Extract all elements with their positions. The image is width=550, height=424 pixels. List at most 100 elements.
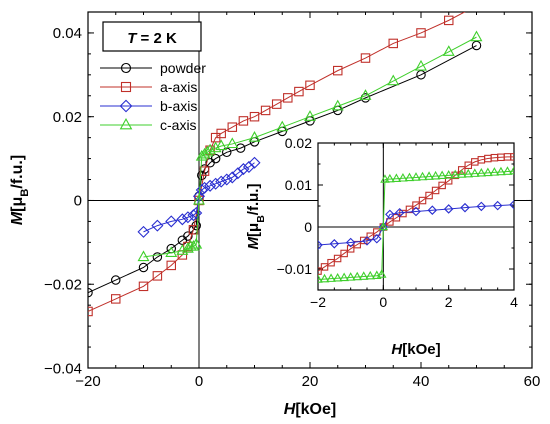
main-point-c-axis (193, 193, 205, 205)
main-point-a-axis (111, 294, 121, 304)
main-point-a-axis (416, 28, 426, 38)
main-point-b-axis (220, 173, 233, 186)
legend-label: a-axis (160, 79, 197, 95)
main-y-tick-label: 0.04 (53, 25, 82, 42)
main-point-a-axis (388, 38, 398, 49)
main-point-b-axis (248, 156, 261, 169)
main-point-c-axis (204, 143, 217, 155)
main-point-c-axis (248, 131, 261, 142)
main-point-a-axis (332, 65, 343, 76)
main-x-tick-label: 40 (413, 373, 430, 390)
main-point-a-axis (472, 2, 480, 10)
inset-point-b-axis (362, 236, 372, 246)
inset-point-c-axis (463, 168, 474, 178)
inset-x-tick-label: 4 (510, 294, 518, 310)
legend-marker-b-axis (119, 99, 133, 113)
main-plot-area (88, 2, 483, 317)
main-point-c-axis (470, 30, 483, 42)
main-frame (87, 11, 533, 369)
legend-label: c-axis (160, 117, 197, 133)
legend-item-powder: powder (100, 60, 206, 76)
inset-point-c-axis (476, 167, 487, 177)
inset-point-c-axis (391, 173, 402, 182)
inset-point-a-axis (318, 267, 322, 275)
inset-point-c-axis (380, 174, 390, 183)
inset-point-a-axis (405, 205, 414, 214)
inset-point-a-axis (438, 181, 446, 190)
inset-point-c-axis (332, 272, 343, 282)
main-point-c-axis (201, 145, 214, 157)
inset-point-c-axis (345, 272, 356, 281)
inset-y-tick-label: −0.01 (277, 261, 313, 277)
inset-point-a-axis (327, 258, 335, 267)
main-point-a-axis (260, 105, 271, 116)
inset-point-b-axis (427, 205, 438, 215)
main-point-powder (235, 143, 246, 153)
inset-point-c-axis (352, 271, 362, 281)
inset-point-a-axis (320, 263, 329, 271)
inset-point-b-axis (476, 201, 487, 212)
main-point-b-axis (151, 219, 164, 232)
inset-point-b-axis (385, 209, 395, 220)
main-point-c-axis (137, 250, 150, 262)
main-point-c-axis (304, 110, 316, 121)
main-point-a-axis (443, 15, 454, 26)
inset-y-tick-label: 0.01 (285, 177, 312, 193)
main-x-tick-label: 0 (195, 373, 203, 390)
inset-point-a-axis (457, 166, 466, 174)
inset-point-c-axis (496, 166, 506, 176)
legend-marker-c-axis (119, 118, 133, 130)
inset-point-c-axis (437, 170, 447, 180)
inset-point-b-axis (411, 206, 421, 217)
inset-point-a-axis (431, 186, 440, 195)
main-point-b-axis (195, 183, 208, 197)
inset-point-c-axis (489, 167, 500, 176)
inset-point-c-axis (358, 271, 369, 280)
inset-point-a-axis (412, 201, 420, 209)
main-point-b-axis (215, 175, 228, 188)
legend-marker-a-axis (120, 81, 132, 93)
inset-point-c-axis (411, 172, 421, 181)
inset-point-c-axis (319, 273, 330, 283)
main-point-powder (416, 70, 426, 80)
inset-point-c-axis (417, 171, 428, 181)
inset-point-b-axis (492, 200, 503, 211)
inset-point-a-axis (510, 153, 514, 161)
main-point-a-axis (283, 93, 293, 103)
main-point-powder (111, 275, 121, 285)
main-y-tick-label: 0.02 (53, 109, 82, 126)
inset-plot-area (318, 153, 514, 283)
inset-point-a-axis (425, 191, 433, 200)
main-point-b-axis (137, 225, 150, 238)
main-x-tick-label: 20 (302, 373, 319, 390)
temperature-label: T = 2 K (127, 30, 177, 47)
main-point-a-axis (249, 111, 260, 122)
main-point-b-axis (181, 211, 194, 224)
inset-point-c-axis (456, 169, 467, 178)
main-point-a-axis (271, 99, 282, 109)
main-point-c-axis (415, 59, 427, 71)
main-y-tick-label: 0 (74, 193, 82, 210)
main-y-tick-label: −0.04 (44, 360, 82, 377)
main-point-a-axis (138, 281, 149, 292)
inset-x-tick-label: 2 (445, 294, 453, 310)
inset-point-c-axis (404, 172, 415, 182)
inset-point-c-axis (502, 166, 513, 175)
main-point-a-axis (305, 80, 315, 91)
inset-x-tick-label: −2 (310, 294, 326, 310)
main-point-b-axis (198, 181, 211, 194)
legend-item-a-axis: a-axis (100, 79, 197, 95)
inset-axes: −2 0 2 4 −0.01 0 0.01 0.02 (277, 135, 519, 310)
inset-point-c-axis (450, 169, 460, 179)
main-point-a-axis (88, 306, 93, 317)
main-point-b-axis (190, 207, 203, 220)
legend: T = 2 K powder a-axis b-axis c-axis (100, 21, 206, 133)
inset-x-axis-label: H[kOe] (391, 341, 440, 358)
main-point-powder (138, 262, 149, 273)
main-point-c-axis (176, 244, 189, 255)
main-point-a-axis (166, 260, 177, 271)
legend-label: powder (160, 60, 206, 76)
main-point-a-axis (360, 53, 371, 63)
legend-item-c-axis: c-axis (100, 117, 197, 133)
